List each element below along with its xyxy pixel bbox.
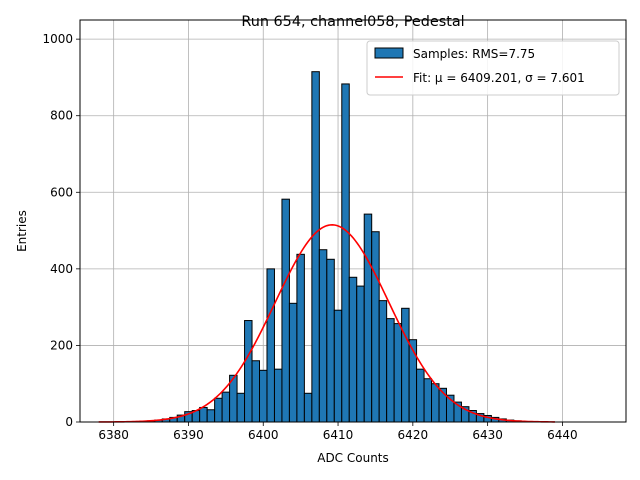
histogram-bar (416, 368, 425, 423)
histogram-bars (139, 71, 522, 423)
histogram-bar (341, 83, 350, 423)
y-tick-label: 0 (65, 415, 73, 429)
x-tick-label: 6430 (472, 428, 503, 442)
histogram-bar (431, 383, 440, 423)
legend-swatch-histogram (374, 47, 404, 59)
x-axis-label: ADC Counts (317, 451, 389, 465)
y-tick-label: 800 (50, 109, 73, 123)
legend-label-fit: Fit: μ = 6409.201, σ = 7.601 (413, 71, 585, 85)
histogram-bar (348, 276, 358, 423)
histogram-bar (273, 368, 283, 423)
chart-title: Run 654, channel058, Pedestal (241, 14, 464, 30)
histogram-bar (311, 71, 320, 423)
histogram-bar (393, 323, 403, 423)
histogram-bar (371, 231, 380, 423)
x-tick-label: 6440 (547, 428, 578, 442)
histogram-bar (259, 369, 268, 423)
histogram-bar (363, 213, 373, 423)
legend: Samples: RMS=7.75 Fit: μ = 6409.201, σ =… (366, 40, 620, 96)
histogram-bar (288, 302, 298, 423)
histogram-bar (244, 320, 253, 423)
legend-label-histogram: Samples: RMS=7.75 (413, 47, 535, 61)
y-tick-label: 200 (50, 338, 73, 352)
plot-frame (79, 19, 627, 423)
histogram-bar (251, 360, 261, 423)
histogram-bar (266, 268, 275, 423)
y-tick-label: 600 (50, 185, 73, 199)
y-axis-ticks: 0 200 400 600 800 1000 (42, 32, 80, 429)
histogram-bar (318, 249, 328, 423)
x-tick-label: 6400 (248, 428, 279, 442)
histogram-bar (386, 318, 395, 423)
histogram-bar (333, 309, 343, 423)
fit-curve-group (98, 224, 555, 423)
histogram-bar (303, 392, 313, 423)
x-tick-label: 6420 (398, 428, 429, 442)
y-tick-label: 1000 (42, 32, 73, 46)
x-tick-label: 6390 (173, 428, 204, 442)
histogram-bar (214, 397, 223, 423)
histogram-bar (199, 406, 208, 423)
histogram-bar (401, 307, 410, 423)
x-tick-label: 6380 (98, 428, 129, 442)
histogram-bar (378, 300, 388, 423)
histogram-bar (296, 253, 305, 423)
x-axis-ticks: 6380 6390 6400 6410 6420 6430 6440 (98, 422, 578, 442)
histogram-bar (326, 258, 335, 423)
y-axis-label: Entries (15, 210, 29, 252)
histogram-bar (236, 392, 246, 423)
histogram-bar (206, 409, 216, 423)
gaussian-fit-curve (98, 224, 555, 423)
histogram-bar (221, 391, 231, 423)
histogram-bar (423, 378, 433, 423)
histogram-bar (356, 285, 365, 423)
y-tick-label: 400 (50, 262, 73, 276)
x-tick-label: 6410 (323, 428, 354, 442)
histogram-bar (281, 198, 290, 423)
histogram-bar (408, 339, 418, 423)
legend-box (366, 40, 620, 96)
